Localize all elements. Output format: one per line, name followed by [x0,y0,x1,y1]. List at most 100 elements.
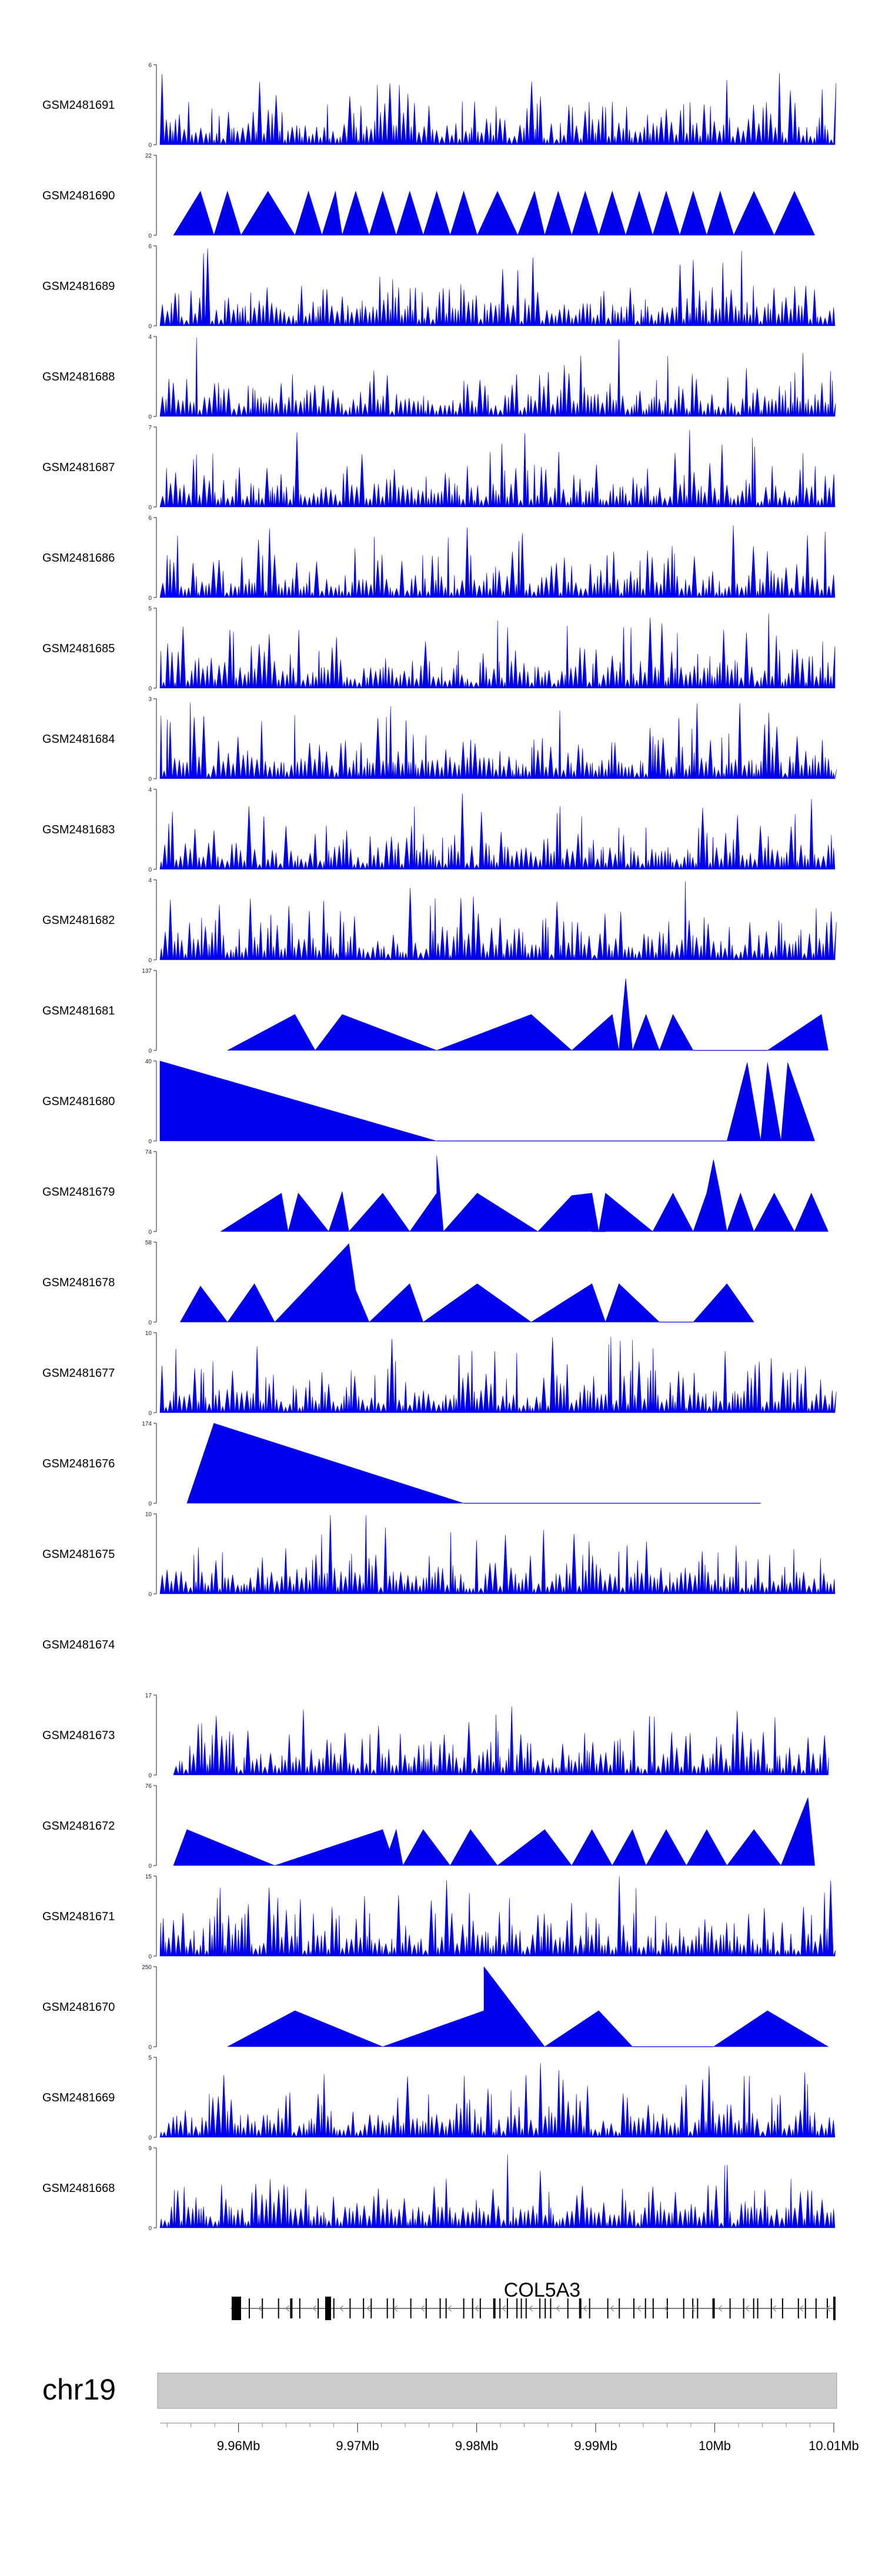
track-label: GSM2481689 [42,280,115,293]
exon-block [299,2298,300,2318]
track-label: GSM2481674 [42,1639,115,1651]
strand-arrow [366,2305,371,2312]
track-label: GSM2481678 [42,1276,115,1289]
coverage-area [227,1966,829,2047]
y-tick-label-min: 0 [148,2225,152,2232]
strand-arrow [826,2305,831,2312]
exon-block [325,2297,331,2320]
coverage-area [159,2063,836,2138]
track-GSM2481680: GSM2481680 40 0 [42,1059,816,1145]
y-tick-label-min: 0 [148,957,152,964]
coverage-area [186,1423,761,1504]
y-tick-label-max: 6 [148,515,152,522]
y-tick-label-max: 6 [148,62,152,69]
track-label: GSM2481672 [42,1820,115,1833]
exon-block [743,2298,744,2318]
track-GSM2481678: GSM2481678 58 0 [42,1240,754,1326]
exon-block [579,2298,582,2318]
exon-block [652,2298,654,2318]
coverage-area [173,191,816,236]
exon-block [797,2298,799,2318]
coverage-area [159,613,836,689]
track-label: GSM2481673 [42,1729,115,1742]
chromosome-ideogram: chr19 [42,2373,837,2409]
exon-block [539,2298,541,2318]
exon-block [607,2298,609,2318]
y-tick-label-max: 76 [145,1783,152,1790]
y-tick-label-max: 15 [145,1874,152,1880]
y-tick-label-min: 0 [148,142,152,149]
coverage-area [227,978,828,1051]
exon-block [619,2298,620,2318]
x-tick-label: 10.01Mb [808,2438,859,2453]
strand-arrow [420,2305,425,2312]
coverage-area [159,702,837,780]
x-tick-label: 10Mb [699,2438,731,2453]
gene-name-label: COL5A3 [504,2279,580,2301]
exon-block [445,2298,447,2318]
exon-block [525,2298,527,2318]
y-tick-label-max: 5 [148,606,152,612]
y-tick-label-min: 0 [148,1139,152,1145]
strand-arrow [799,2305,804,2312]
track-GSM2481689: GSM2481689 6 0 [42,243,836,330]
exon-block [232,2297,241,2320]
y-tick-label-max: 174 [142,1421,152,1427]
exon-block [692,2298,694,2318]
y-tick-label-min: 0 [148,1501,152,1507]
exon-block [827,2298,828,2318]
track-label: GSM2481691 [42,99,115,112]
strand-arrow [447,2305,452,2312]
track-GSM2481684: GSM2481684 3 0 [42,696,837,783]
exon-block [712,2298,715,2318]
track-GSM2481669: GSM2481669 5 0 [42,2055,836,2141]
y-tick-label-max: 6 [148,243,152,250]
strand-arrow [258,2305,263,2312]
y-tick-label-min: 0 [148,686,152,692]
chromosome-label: chr19 [42,2373,116,2406]
y-tick-label-max: 7 [148,425,152,431]
y-tick-label-min: 0 [148,2135,152,2141]
exon-block [697,2298,699,2318]
exon-block [318,2298,319,2318]
coverage-area [173,1706,829,1776]
strand-arrow [475,2305,479,2312]
coverage-area [159,73,837,146]
exon-block [770,2298,772,2318]
genome-axis: 9.96Mb 9.97Mb 9.98Mb 9.99Mb 10Mb 10.01Mb [160,2422,859,2453]
y-tick-label-min: 0 [148,867,152,873]
coverage-area [159,1515,836,1595]
exon-block [516,2298,518,2318]
y-tick-label-min: 0 [148,1410,152,1417]
y-tick-label-max: 74 [145,1149,152,1156]
track-GSM2481670: GSM2481670 250 0 [42,1964,829,2051]
exon-block [493,2298,496,2318]
exon-block [499,2298,501,2318]
gene-annotation: COL5A3 [230,2279,836,2320]
y-tick-label-max: 4 [148,787,152,793]
gene-model [230,2297,836,2320]
track-label: GSM2481687 [42,461,115,474]
exon-block [550,2298,552,2318]
strand-arrow [393,2305,398,2312]
strand-arrow [745,2305,750,2312]
exon-block [520,2298,522,2318]
strand-arrow [312,2305,317,2312]
strand-arrow [664,2305,669,2312]
exon-block [463,2298,465,2318]
exon-block [567,2298,569,2318]
exon-block [804,2298,806,2318]
strand-arrow [339,2305,344,2312]
track-label: GSM2481679 [42,1186,115,1199]
exon-block [262,2298,263,2318]
y-tick-label-min: 0 [148,1229,152,1236]
exon-block [589,2298,590,2318]
exon-block [757,2298,759,2318]
track-GSM2481688: GSM2481688 4 0 [42,334,836,421]
track-label: GSM2481684 [42,733,115,746]
coverage-area [159,2154,836,2229]
strand-arrow [583,2305,587,2312]
y-tick-label-max: 250 [142,1964,152,1971]
exon-block [363,2298,365,2318]
